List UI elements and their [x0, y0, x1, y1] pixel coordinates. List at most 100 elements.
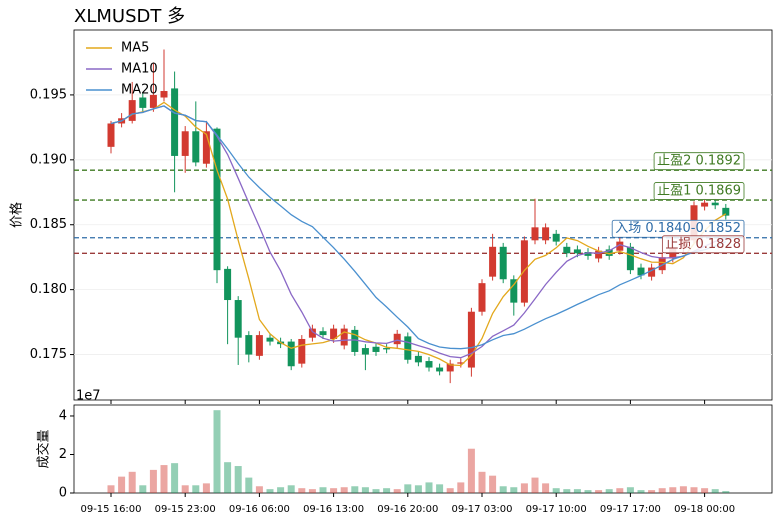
volume-bar — [351, 486, 359, 493]
level-label-box — [653, 152, 745, 171]
volume-bar — [510, 487, 518, 493]
level-label: 止损 0.1828 — [661, 235, 745, 254]
candle-body — [711, 202, 719, 206]
level-label-text: 止盈1 0.1869 — [657, 184, 741, 199]
volume-bar — [171, 463, 179, 493]
x-tick-label: 09-17 03:00 — [451, 504, 512, 515]
candle-body — [446, 363, 454, 372]
candle-body — [351, 329, 359, 352]
candle-body — [192, 131, 200, 163]
candle-body — [393, 333, 401, 345]
level-label: 入场 0.1840-0.1852 — [611, 219, 745, 238]
candle-body — [616, 241, 624, 251]
candle-body — [181, 131, 189, 156]
candle-body — [467, 311, 475, 368]
ma-line — [110, 101, 727, 367]
volume-bar — [531, 477, 539, 493]
level-label: 止盈2 0.1892 — [653, 152, 745, 171]
volume-y-tick-label: 2 — [59, 447, 67, 462]
candle-body — [224, 268, 232, 301]
level-label: 止盈1 0.1869 — [653, 182, 745, 200]
volume-bar — [245, 477, 253, 493]
candle-body — [552, 233, 560, 242]
candle-body — [584, 252, 592, 256]
candle-body — [510, 279, 518, 303]
candle-body — [531, 227, 539, 241]
candle-body — [287, 341, 295, 367]
legend-label: MA20 — [121, 83, 158, 98]
volume-bar — [308, 489, 316, 493]
legend-label: MA10 — [121, 62, 158, 77]
volume-bar — [584, 490, 592, 493]
volume-bar — [701, 488, 709, 493]
candle-body — [595, 250, 603, 259]
volume-bar — [658, 488, 666, 493]
volume-bar — [298, 488, 306, 493]
candle-body — [160, 91, 168, 98]
x-tick-label: 09-17 10:00 — [526, 504, 587, 515]
volume-bar — [637, 490, 645, 493]
candle-body — [245, 335, 253, 355]
price-panel — [73, 29, 773, 401]
volume-bar — [573, 489, 581, 493]
level-label-text: 止盈2 0.1892 — [657, 154, 741, 169]
volume-bar — [425, 482, 433, 493]
candle-body — [319, 331, 327, 336]
volume-bar — [478, 471, 486, 493]
volume-panel — [73, 404, 773, 494]
volume-bar — [436, 484, 444, 493]
volume-bar — [446, 488, 454, 493]
candle-body — [128, 100, 136, 121]
volume-y-tick-label: 4 — [59, 408, 67, 423]
candle-body — [202, 131, 210, 164]
volume-bar — [404, 484, 412, 493]
candle-body — [266, 337, 274, 342]
candle-body — [298, 338, 306, 364]
candle-body — [425, 361, 433, 368]
volume-bar — [393, 489, 401, 493]
x-tick-label: 09-16 20:00 — [377, 504, 438, 515]
candle-body — [637, 267, 645, 276]
candle-body — [340, 328, 348, 346]
candle-body — [573, 249, 581, 254]
candle-body — [701, 202, 709, 207]
candle-body — [648, 267, 656, 277]
volume-bar — [563, 489, 571, 493]
candle-body — [213, 128, 221, 271]
volume-bar — [340, 487, 348, 493]
volume-y-tick-label: 0 — [59, 486, 67, 501]
volume-bar — [711, 489, 719, 493]
candle-body — [414, 355, 422, 363]
volume-bar — [149, 469, 157, 493]
candle-body — [383, 348, 391, 350]
candle-body — [404, 336, 412, 360]
volume-bar — [595, 490, 603, 493]
y-tick-label: 0.185 — [30, 217, 67, 232]
candle-body — [542, 227, 550, 241]
volume-bar — [213, 410, 221, 493]
legend-label: MA5 — [121, 41, 149, 56]
volume-bar — [489, 475, 497, 493]
candle-body — [499, 246, 507, 280]
x-tick-label: 09-16 06:00 — [229, 504, 290, 515]
candle-body — [658, 257, 666, 271]
volume-bar — [139, 485, 147, 493]
volume-bar — [499, 486, 507, 493]
volume-bar — [722, 491, 730, 493]
level-label-text: 止损 0.1828 — [665, 237, 741, 252]
volume-bar — [520, 483, 528, 493]
candle-body — [457, 362, 465, 364]
candle-body — [626, 246, 634, 271]
volume-bar — [467, 448, 475, 493]
volume-bar — [648, 490, 656, 493]
y-tick-label: 0.180 — [30, 282, 67, 297]
x-tick-label: 09-15 16:00 — [80, 504, 141, 515]
volume-bar — [107, 485, 115, 493]
volume-bar — [128, 471, 136, 493]
x-tick-label: 09-16 13:00 — [303, 504, 364, 515]
candle-body — [149, 94, 157, 108]
volume-bar — [605, 489, 613, 493]
volume-bar — [255, 486, 263, 493]
volume-bar — [192, 485, 200, 493]
volume-bar — [552, 488, 560, 493]
